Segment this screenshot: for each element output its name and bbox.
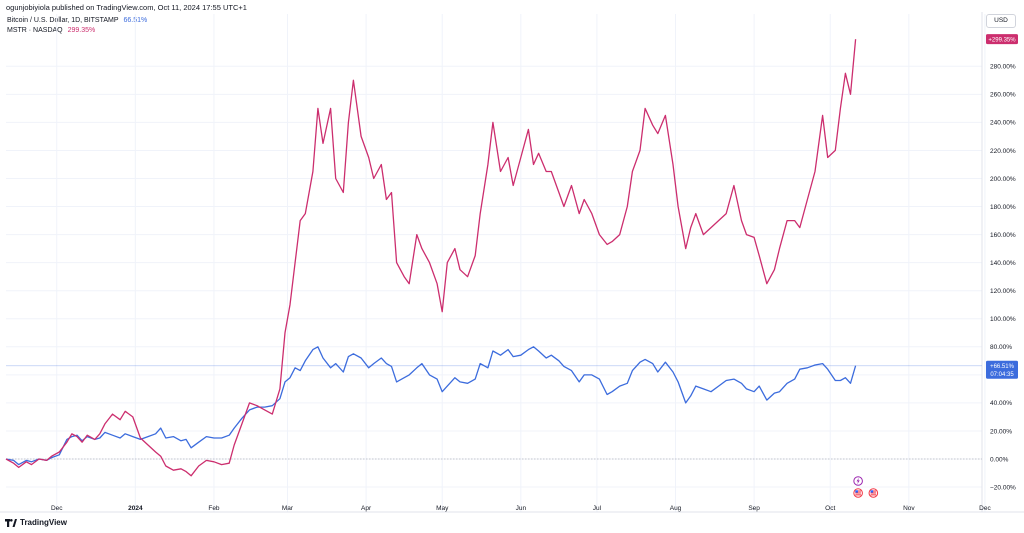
btc-last-badge	[986, 360, 1018, 379]
y-tick-label: 280.00%	[990, 64, 1016, 71]
tradingview-logo[interactable]: TradingView	[5, 518, 67, 527]
last-value-badges: +299.35% +66.51% 07:04:35	[986, 34, 1018, 379]
us-flag-icon[interactable]	[868, 488, 879, 498]
y-tick-label: −20.00%	[990, 484, 1016, 491]
y-tick-label: 140.00%	[990, 260, 1016, 267]
btc-countdown-label: 07:04:35	[990, 372, 1014, 378]
x-tick-label: Aug	[670, 505, 682, 512]
y-tick-label: 120.00%	[990, 288, 1016, 295]
x-tick-label: Dec	[51, 505, 63, 512]
x-tick-label: Jun	[516, 505, 527, 512]
legend-mstr-value: 299.35%	[67, 27, 96, 34]
x-tick-label: May	[436, 505, 449, 512]
x-tick-label: Sep	[748, 505, 760, 512]
y-tick-label: 220.00%	[990, 148, 1016, 155]
btc-last-badge-label: +66.51%	[990, 364, 1015, 370]
series-lines	[5, 39, 857, 477]
y-tick-label: 20.00%	[990, 428, 1012, 435]
x-tick-label: Dec	[979, 505, 991, 512]
brand-name: TradingView	[20, 518, 67, 527]
chart-grid	[0, 12, 1024, 513]
y-tick-label: 260.00%	[990, 92, 1016, 99]
x-tick-label: Jul	[593, 505, 602, 512]
y-tick-label: 160.00%	[990, 232, 1016, 239]
event-markers[interactable]	[853, 476, 879, 498]
tradingview-logo-icon	[5, 518, 17, 527]
y-tick-label: 180.00%	[990, 204, 1016, 211]
y-tick-label: 200.00%	[990, 176, 1016, 183]
legend-btc-name: Bitcoin / U.S. Dollar, 1D, BITSTAMP	[7, 17, 119, 24]
x-tick-label: Oct	[825, 505, 835, 512]
y-tick-label: 40.00%	[990, 400, 1012, 407]
x-tick-label: Apr	[361, 505, 372, 512]
x-tick-label: 2024	[128, 505, 143, 512]
x-tick-label: Mar	[282, 505, 294, 512]
btc-series-line[interactable]	[5, 346, 857, 466]
mstr-last-badge	[986, 34, 1018, 45]
legend-row-mstr[interactable]: MSTR · NASDAQ 299.35%	[7, 26, 147, 36]
y-tick-label: 100.00%	[990, 316, 1016, 323]
mstr-last-badge-label: +299.35%	[988, 37, 1016, 43]
price-scale[interactable]: −20.00%0.00%20.00%40.00%60.00%80.00%100.…	[990, 64, 1016, 492]
currency-button[interactable]: USD	[986, 14, 1016, 28]
publisher-caption: ogunjobiyiola published on TradingView.c…	[6, 3, 247, 12]
y-tick-label: 240.00%	[990, 120, 1016, 127]
y-tick-label: 0.00%	[990, 456, 1009, 463]
time-scale[interactable]: Dec 2024 Feb Mar Apr May Jun Jul Aug Sep Oct Nov Dec	[51, 505, 992, 512]
legend-mstr-name: MSTR · NASDAQ	[7, 27, 63, 34]
us-flag-icon[interactable]	[853, 488, 863, 498]
x-tick-label: Feb	[208, 505, 220, 512]
x-tick-label: Nov	[903, 505, 915, 512]
lightning-icon[interactable]	[853, 476, 863, 486]
y-tick-label: 80.00%	[990, 344, 1012, 351]
mstr-series-line[interactable]	[5, 39, 857, 477]
